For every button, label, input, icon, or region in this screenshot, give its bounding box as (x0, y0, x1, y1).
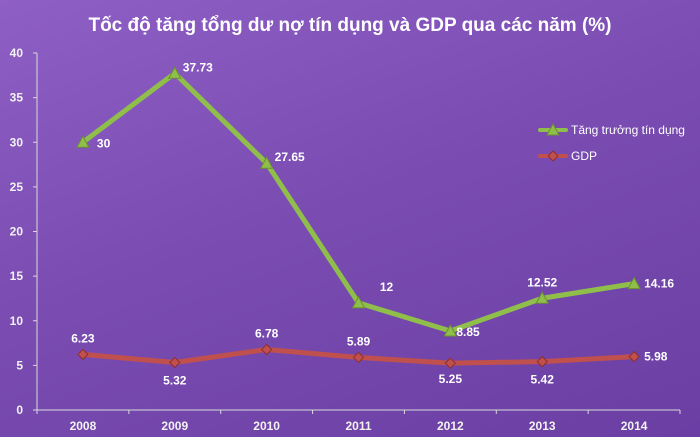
credit-growth-point (351, 295, 366, 309)
data-label: 12.52 (527, 275, 557, 289)
credit-growth-point (259, 156, 274, 169)
data-label: 14.16 (644, 277, 674, 291)
series (76, 66, 641, 369)
credit-growth-point (443, 323, 458, 337)
chart-title: Tốc độ tăng tổng dư nợ tín dụng và GDP q… (88, 15, 611, 36)
gdp-point (536, 355, 548, 368)
legend-label: GDP (571, 149, 597, 163)
data-label: 5.42 (531, 373, 555, 387)
x-tick-label: 2008 (70, 419, 97, 433)
y-tick-label: 30 (10, 135, 24, 149)
y-tick-label: 20 (10, 225, 24, 239)
gdp-point (628, 350, 640, 363)
x-tick-label: 2014 (621, 419, 648, 433)
data-label: 37.73 (183, 60, 213, 74)
data-label: 5.98 (644, 350, 668, 364)
y-tick-label: 15 (10, 269, 24, 283)
credit-growth-line (80, 70, 637, 334)
x-tick-label: 2011 (345, 419, 371, 433)
legend-triangle-marker (546, 122, 560, 136)
data-label: 12 (380, 280, 394, 294)
gdp-point (169, 356, 181, 369)
data-label: 5.25 (439, 372, 463, 386)
credit-growth-point (627, 276, 641, 290)
y-tick-label: 35 (10, 91, 24, 105)
tick-labels: 0 5 10 15 20 25 30 35 40 2008 2009 2010 2011 2012 2013… (10, 46, 648, 433)
legend-diamond-marker (547, 150, 559, 162)
data-label: 6.23 (71, 331, 95, 345)
gdp-point (260, 343, 273, 356)
x-tick-label: 2013 (529, 419, 556, 433)
x-tick-label: 2010 (253, 419, 280, 433)
legend-label: Tăng trưởng tín dụng (571, 123, 685, 137)
y-tick-label: 0 (16, 403, 23, 417)
gdp-point (77, 348, 89, 361)
data-label: 30 (97, 136, 111, 150)
y-tick-label: 5 (16, 358, 23, 372)
data-label: 8.85 (456, 325, 480, 339)
x-tick-label: 2012 (437, 419, 464, 433)
data-label: 27.65 (275, 150, 305, 164)
credit-growth-point (76, 135, 90, 148)
axes (33, 52, 681, 414)
credit-growth-point (535, 291, 550, 304)
y-tick-label: 40 (10, 46, 24, 60)
credit-growth-point (167, 66, 182, 79)
legend: Tăng trưởng tín dụng GDP (538, 122, 685, 163)
y-tick-label: 10 (10, 314, 24, 328)
gdp-point (444, 357, 457, 369)
data-label: 5.89 (347, 334, 371, 348)
gdp-point (352, 351, 365, 364)
data-labels: 30 37.73 27.65 12 8.85 12.52 14.16 6.23 5.32 6.78… (71, 60, 674, 387)
data-label: 6.78 (255, 326, 279, 340)
x-tick-label: 2009 (161, 419, 188, 433)
y-tick-label: 25 (10, 180, 24, 194)
data-label: 5.32 (163, 374, 187, 388)
